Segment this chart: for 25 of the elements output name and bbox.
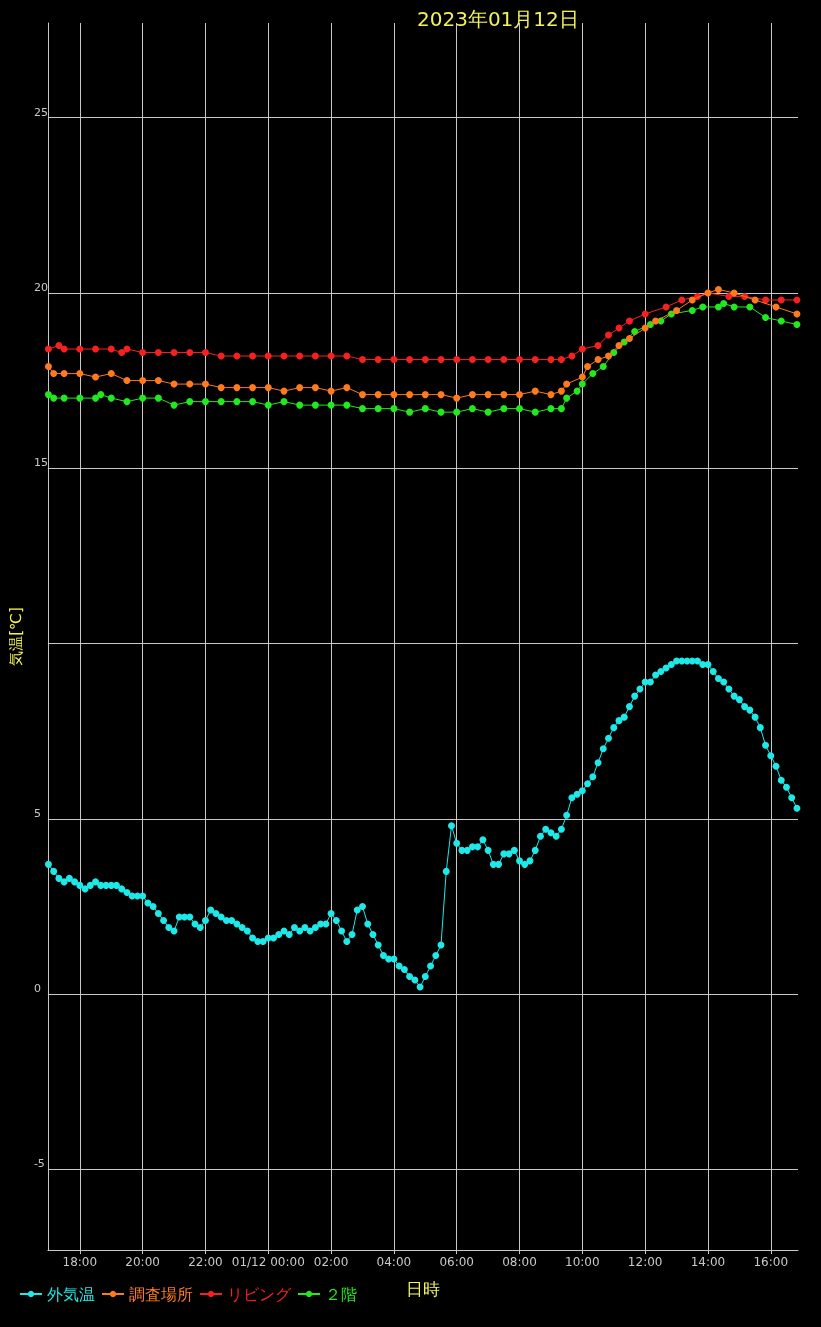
x-axis-title: 日時	[405, 1278, 440, 1299]
x-tick-label: 14:00	[690, 1255, 726, 1269]
legend-label: 調査場所	[129, 1284, 193, 1304]
chart-title: 2023年01月12日	[417, 7, 579, 31]
y-tick-label: 15	[33, 456, 48, 470]
x-tick-label: 04:00	[376, 1255, 412, 1269]
x-tick-label: 20:00	[125, 1255, 160, 1269]
x-tick-label: 12:00	[627, 1255, 663, 1269]
x-tick-label: 16:00	[753, 1255, 789, 1269]
y-tick-label: 20	[33, 280, 48, 294]
x-tick-label: 22:00	[188, 1255, 223, 1269]
x-tick-label: 06:00	[439, 1255, 475, 1269]
x-tick-label: 10:00	[565, 1255, 600, 1269]
y-tick-label: 25	[33, 105, 48, 119]
legend-label: リビング	[227, 1284, 292, 1304]
x-tick-label: 01/12 00:00	[231, 1255, 305, 1269]
legend-label: 外気温	[47, 1284, 95, 1304]
x-tick-label: 08:00	[502, 1255, 537, 1269]
y-tick-label: 0	[33, 982, 41, 996]
y-axis-title: 気温[℃]	[6, 607, 25, 666]
x-tick-label: 18:00	[62, 1255, 98, 1269]
y-tick-label: 5	[33, 806, 41, 820]
y-tick-label: -5	[33, 1157, 45, 1171]
x-tick-label: 02:00	[313, 1255, 349, 1269]
legend-label: ２階	[325, 1284, 357, 1304]
